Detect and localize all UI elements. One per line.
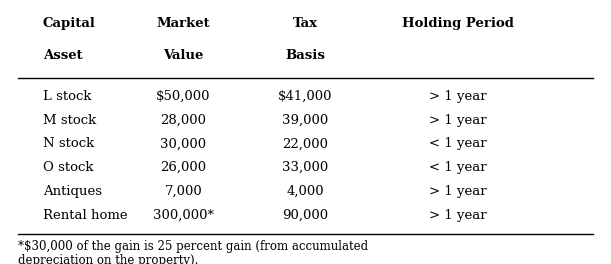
Text: Holding Period: Holding Period	[402, 17, 514, 30]
Text: O stock: O stock	[43, 161, 93, 174]
Text: Asset: Asset	[43, 49, 82, 62]
Text: 4,000: 4,000	[287, 185, 324, 198]
Text: M stock: M stock	[43, 114, 96, 127]
Text: < 1 year: < 1 year	[430, 137, 487, 150]
Text: < 1 year: < 1 year	[430, 161, 487, 174]
Text: N stock: N stock	[43, 137, 94, 150]
Text: 39,000: 39,000	[282, 114, 329, 127]
Text: 300,000*: 300,000*	[153, 209, 214, 222]
Text: Rental home: Rental home	[43, 209, 128, 222]
Text: 90,000: 90,000	[282, 209, 329, 222]
Text: Capital: Capital	[43, 17, 96, 30]
Text: $50,000: $50,000	[156, 90, 211, 103]
Text: > 1 year: > 1 year	[430, 185, 487, 198]
Text: depreciation on the property).: depreciation on the property).	[18, 253, 199, 264]
Text: Basis: Basis	[285, 49, 326, 62]
Text: L stock: L stock	[43, 90, 91, 103]
Text: Market: Market	[156, 17, 210, 30]
Text: Antiques: Antiques	[43, 185, 102, 198]
Text: *$30,000 of the gain is 25 percent gain (from accumulated: *$30,000 of the gain is 25 percent gain …	[18, 239, 368, 253]
Text: Tax: Tax	[293, 17, 318, 30]
Text: 33,000: 33,000	[282, 161, 329, 174]
Text: 7,000: 7,000	[164, 185, 202, 198]
Text: > 1 year: > 1 year	[430, 114, 487, 127]
Text: Value: Value	[163, 49, 203, 62]
Text: > 1 year: > 1 year	[430, 209, 487, 222]
Text: 30,000: 30,000	[160, 137, 207, 150]
Text: 28,000: 28,000	[160, 114, 207, 127]
Text: > 1 year: > 1 year	[430, 90, 487, 103]
Text: $41,000: $41,000	[278, 90, 333, 103]
Text: 22,000: 22,000	[282, 137, 329, 150]
Text: 26,000: 26,000	[160, 161, 207, 174]
